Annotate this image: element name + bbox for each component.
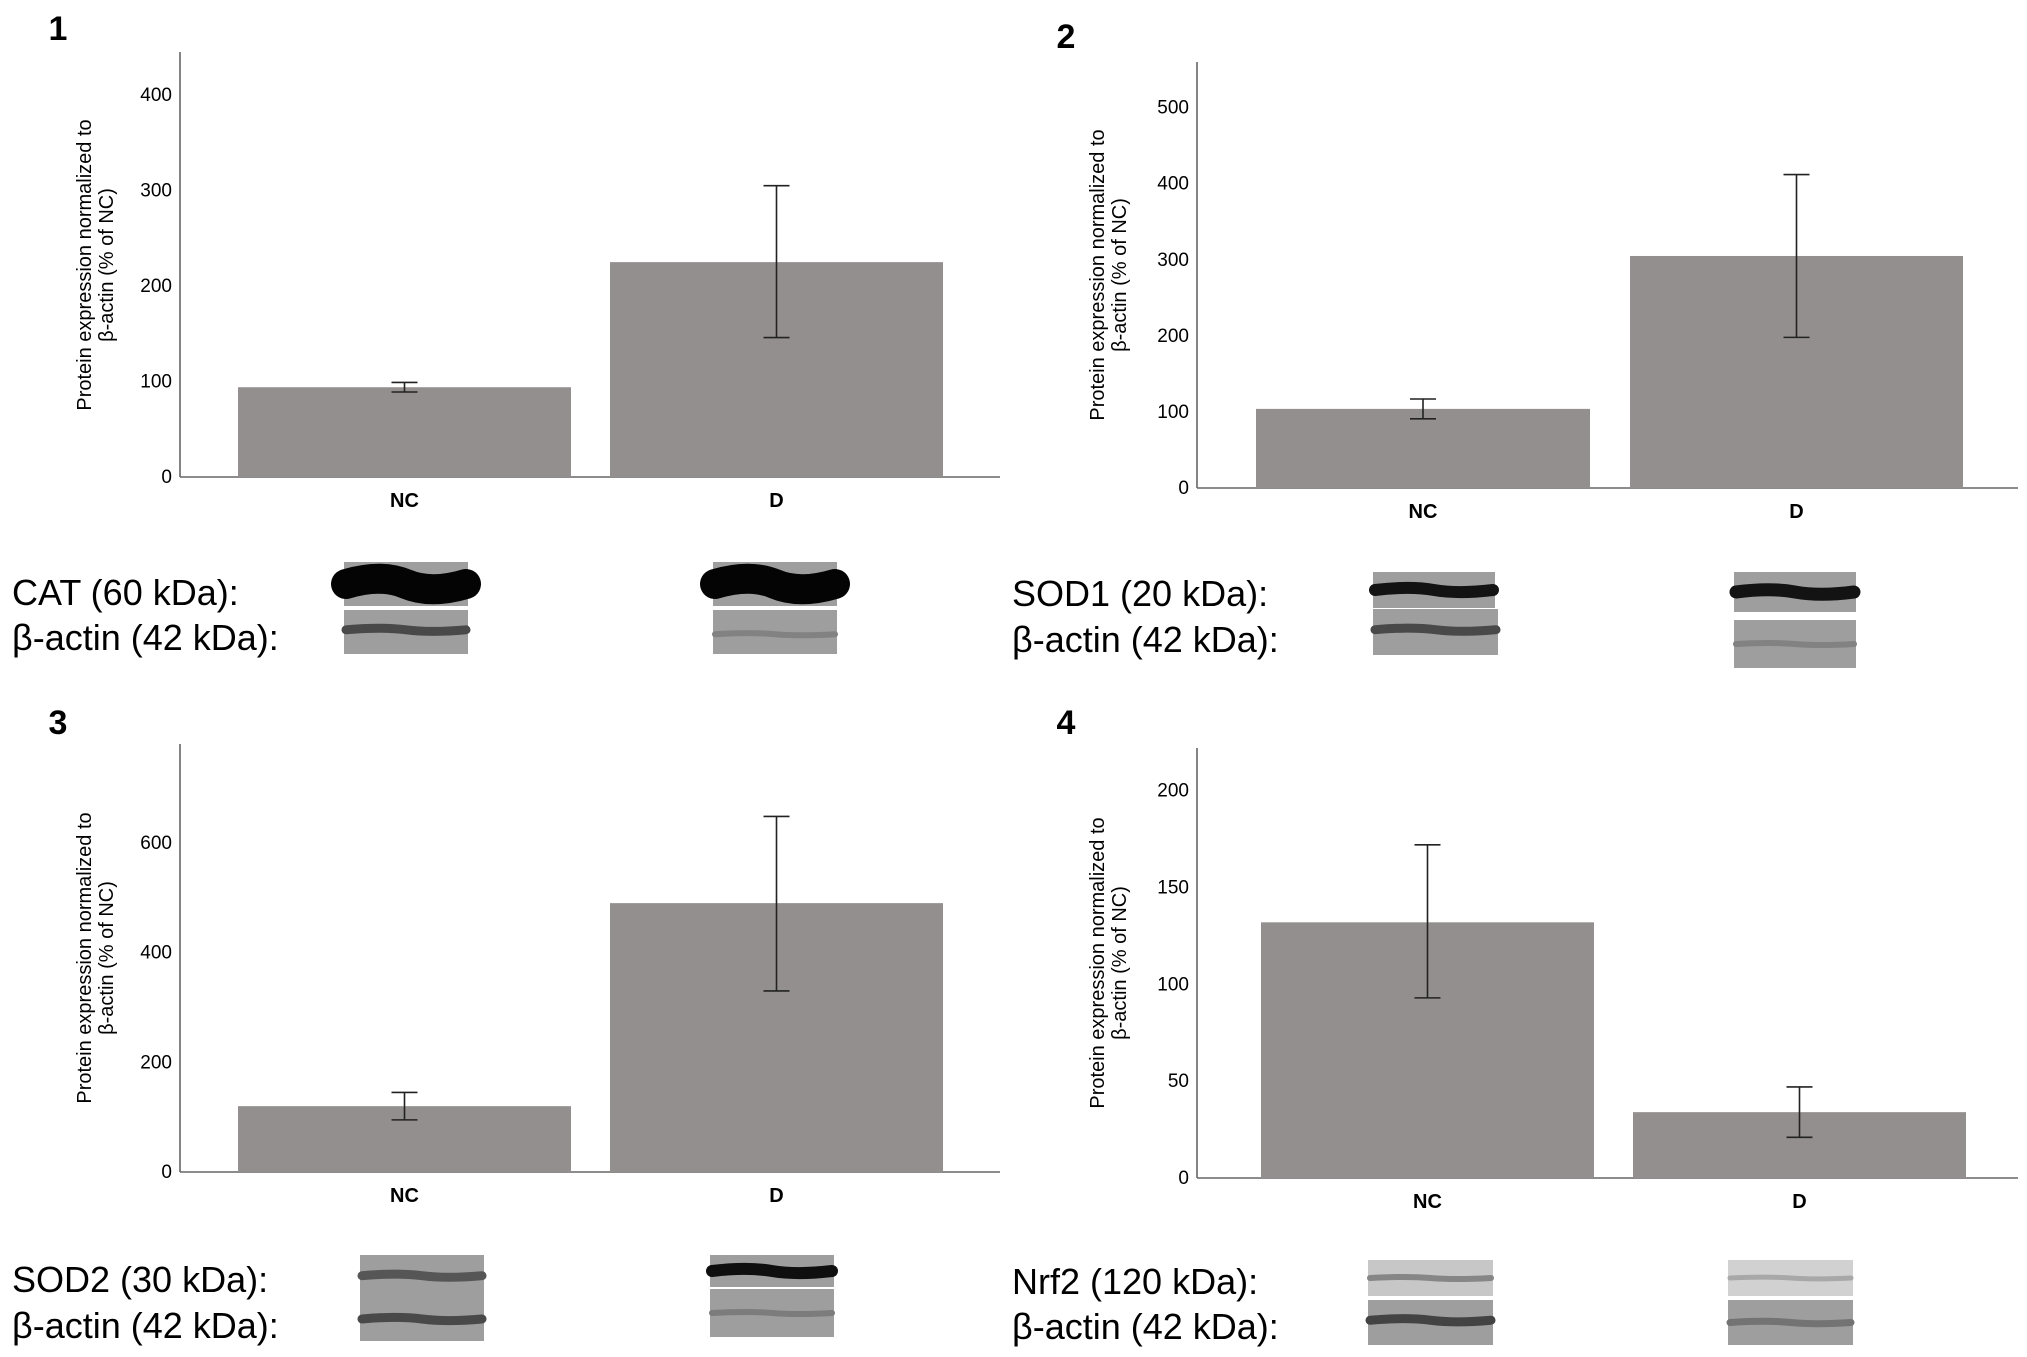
y-tick-label: 0	[161, 1162, 172, 1183]
blot-band	[1729, 583, 1861, 601]
category-label-d: D	[1792, 1191, 1806, 1213]
y-tick-label: 0	[1178, 1168, 1189, 1189]
blot-image	[331, 562, 481, 606]
category-label-nc: NC	[1409, 501, 1438, 523]
blot-band	[1365, 1314, 1496, 1327]
y-axis-label: Protein expression normalized toβ-actin …	[74, 812, 118, 1103]
blot-band	[357, 1269, 487, 1282]
panel-number: 2	[1057, 18, 1076, 56]
blot-image	[1370, 609, 1501, 655]
y-tick-label: 400	[1157, 174, 1189, 195]
y-axis-label: Protein expression normalized toβ-actin …	[1087, 817, 1131, 1108]
y-tick-label: 200	[1157, 781, 1189, 802]
y-tick-label: 100	[140, 371, 172, 392]
y-axis-label: Protein expression normalized toβ-actin …	[1087, 129, 1131, 420]
blot-label: Nrf2 (120 kDa):	[1012, 1261, 1258, 1302]
category-label-d: D	[769, 490, 783, 512]
blot-band	[1367, 1273, 1494, 1283]
blot-label: SOD2 (30 kDa):	[12, 1259, 268, 1300]
error-bar-nc	[1414, 844, 1441, 999]
blot-image	[341, 610, 471, 654]
y-tick-label: 200	[1157, 326, 1189, 347]
panel-number: 4	[1057, 704, 1076, 742]
chart-panel-1: 1 0 100 200 300 400 Protein expression normali…	[12, 10, 1000, 658]
y-axis-label-line: β-actin (% of NC)	[96, 188, 118, 342]
y-tick-label: 200	[140, 1052, 172, 1073]
blot-band	[1369, 581, 1499, 599]
blot-band	[706, 1262, 838, 1280]
panel-number: 1	[49, 10, 68, 48]
error-bar-nc	[1410, 398, 1436, 420]
blot-image	[1369, 572, 1499, 608]
blot-band	[1370, 623, 1501, 636]
category-label-nc: NC	[390, 1185, 419, 1207]
error-bar-d	[1783, 173, 1810, 339]
blot-band	[331, 563, 481, 605]
y-tick-label: 100	[1157, 402, 1189, 423]
blot-band	[712, 630, 838, 639]
blot-image	[1727, 1260, 1854, 1296]
y-tick-label: 400	[140, 85, 172, 106]
blot-band	[357, 1312, 487, 1326]
blot-label: β-actin (42 kDa):	[1012, 1306, 1279, 1347]
error-bar-d	[763, 184, 790, 339]
chart-panel-4: 4 0 50 100 150 200 Protein expression normaliz…	[1012, 704, 2018, 1347]
blot-band	[700, 563, 850, 605]
blot-image	[709, 1289, 835, 1337]
y-tick-label: 150	[1157, 877, 1189, 898]
category-label-nc: NC	[390, 490, 419, 512]
y-tick-label: 100	[1157, 974, 1189, 995]
y-axis-label-line: β-actin (% of NC)	[1109, 198, 1131, 352]
chart-panel-2: 2 0 100 200 300 400 500 Protein expression norm…	[1012, 18, 2018, 668]
y-axis-label: Protein expression normalized toβ-actin …	[74, 119, 118, 410]
y-tick-label: 200	[140, 276, 172, 297]
y-axis-label-line: Protein expression normalized to	[1087, 817, 1109, 1108]
y-tick-label: 500	[1157, 98, 1189, 119]
error-bar-d	[763, 815, 790, 992]
blot-image	[1726, 1300, 1855, 1345]
y-tick-label: 300	[140, 180, 172, 201]
blot-band	[341, 623, 471, 636]
category-label-d: D	[1789, 501, 1803, 523]
blot-label: β-actin (42 kDa):	[1012, 619, 1279, 660]
blot-image	[1365, 1300, 1496, 1345]
y-tick-label: 50	[1168, 1071, 1189, 1092]
y-tick-label: 0	[161, 467, 172, 488]
blot-label: SOD1 (20 kDa):	[1012, 573, 1268, 614]
y-axis-label-line: β-actin (% of NC)	[96, 881, 118, 1035]
panel-number: 3	[49, 704, 68, 742]
blot-image	[1367, 1260, 1494, 1296]
blot-image	[1733, 620, 1857, 668]
error-bar-nc	[391, 381, 418, 393]
blot-label: CAT (60 kDa):	[12, 572, 239, 613]
y-tick-label: 0	[1178, 478, 1189, 499]
y-axis-label-line: Protein expression normalized to	[74, 119, 96, 410]
y-axis-label-line: β-actin (% of NC)	[1109, 886, 1131, 1040]
y-tick-label: 400	[140, 943, 172, 964]
error-bar-d	[1786, 1086, 1813, 1139]
blot-image	[357, 1301, 487, 1341]
category-label-nc: NC	[1413, 1191, 1442, 1213]
blot-image	[700, 562, 850, 606]
blot-band	[1726, 1317, 1855, 1328]
y-axis-label-line: Protein expression normalized to	[74, 812, 96, 1103]
blot-image	[357, 1255, 487, 1301]
blot-image	[1729, 572, 1861, 612]
y-tick-label: 300	[1157, 250, 1189, 271]
bar-nc	[1256, 408, 1590, 488]
y-axis-label-line: Protein expression normalized to	[1087, 129, 1109, 420]
category-label-d: D	[769, 1185, 783, 1207]
blot-band	[1727, 1274, 1854, 1282]
blot-band	[709, 1308, 835, 1318]
bar-nc	[238, 387, 571, 477]
error-bar-nc	[391, 1091, 418, 1121]
blot-label: β-actin (42 kDa):	[12, 617, 279, 658]
blot-image	[712, 610, 838, 654]
blot-band	[1733, 639, 1857, 649]
blot-label: β-actin (42 kDa):	[12, 1305, 279, 1346]
blot-image	[706, 1255, 838, 1287]
chart-panel-3: 3 0 200 400 600 Protein expression normalized…	[12, 704, 1000, 1346]
y-tick-label: 600	[140, 833, 172, 854]
